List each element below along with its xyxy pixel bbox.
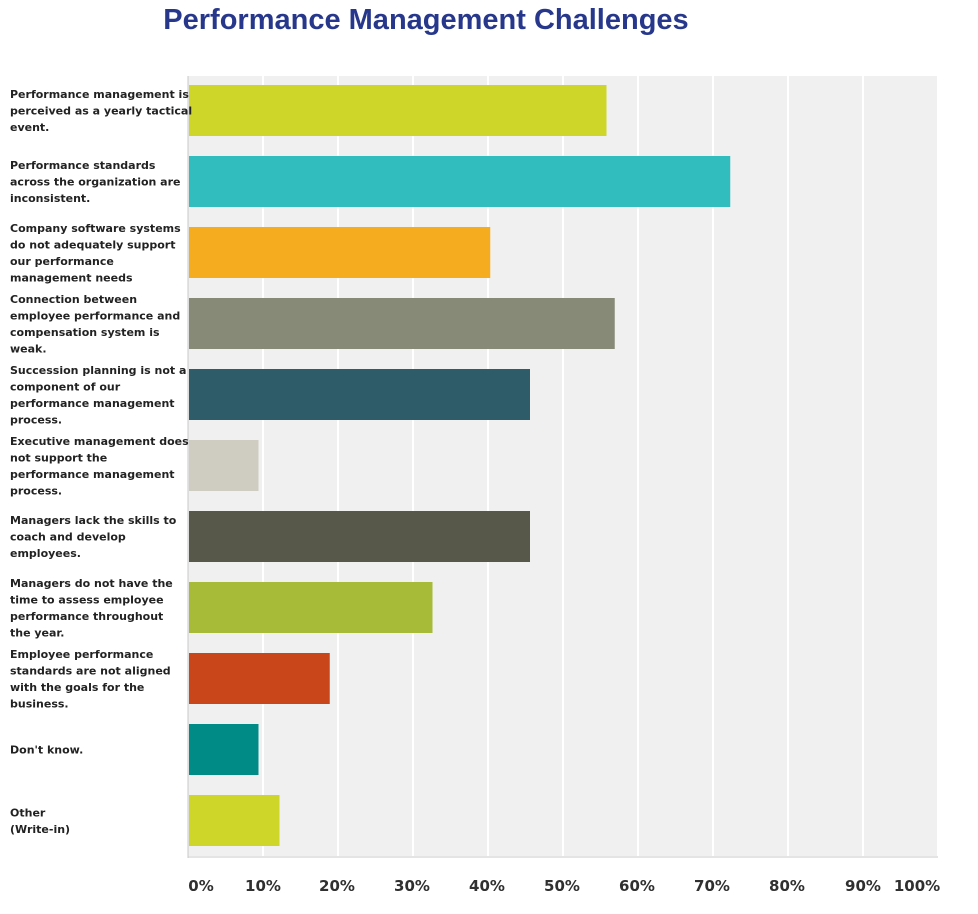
category-label: Performance standards across the organiza… bbox=[10, 159, 181, 205]
category-label-line: business. bbox=[10, 697, 69, 710]
category-label-line: performance throughout bbox=[10, 610, 163, 623]
bar bbox=[189, 582, 433, 633]
bars bbox=[189, 85, 731, 846]
category-label-line: Managers do not have the bbox=[10, 577, 173, 590]
category-label-line: with the goals for the bbox=[10, 681, 144, 694]
category-label: Company software systems do not adequatel… bbox=[10, 222, 181, 285]
x-tick-label: 0% bbox=[188, 877, 213, 895]
x-tick-label: 40% bbox=[469, 877, 505, 895]
x-tick-label: 50% bbox=[544, 877, 580, 895]
category-label-line: Performance standards bbox=[10, 159, 156, 172]
bar bbox=[189, 227, 491, 278]
category-label-line: time to assess employee bbox=[10, 593, 164, 606]
category-label: Other (Write-in) bbox=[10, 806, 70, 836]
bar bbox=[189, 156, 731, 207]
category-label-line: (Write-in) bbox=[10, 823, 70, 836]
category-label: Don't know. bbox=[10, 744, 83, 757]
category-label-line: weak. bbox=[10, 342, 47, 355]
category-labels: Performance management is perceived as a … bbox=[10, 88, 192, 836]
category-label-line: compensation system is bbox=[10, 326, 160, 339]
category-label-line: Other bbox=[10, 806, 46, 819]
category-label-line: component of our bbox=[10, 380, 121, 393]
category-label-line: do not adequately support bbox=[10, 238, 175, 251]
category-label-line: Succession planning is not a bbox=[10, 364, 186, 377]
x-tick-label: 60% bbox=[619, 877, 655, 895]
x-tick-label: 10% bbox=[245, 877, 281, 895]
category-label-line: Don't know. bbox=[10, 744, 83, 757]
category-label-line: event. bbox=[10, 121, 49, 134]
category-label-line: performance management bbox=[10, 397, 175, 410]
category-label: Connection between employee performance a… bbox=[10, 293, 180, 356]
category-label-line: standards are not aligned bbox=[10, 664, 171, 677]
category-label-line: Executive management does bbox=[10, 435, 189, 448]
category-label-line: Company software systems bbox=[10, 222, 181, 235]
category-label: Performance management is perceived as a … bbox=[10, 88, 192, 134]
category-label-line: management needs bbox=[10, 271, 133, 284]
bar bbox=[189, 653, 330, 704]
category-label-line: coach and develop bbox=[10, 531, 126, 544]
category-label-line: process. bbox=[10, 413, 62, 426]
category-label-line: Employee performance bbox=[10, 648, 153, 661]
category-label-line: inconsistent. bbox=[10, 192, 90, 205]
bar bbox=[189, 795, 280, 846]
x-tick-labels: 0% 10% 20% 30% 40% 50% 60% 70% 80% 90% 100% bbox=[188, 877, 940, 895]
chart-title: Performance Management Challenges bbox=[163, 4, 689, 36]
bar bbox=[189, 298, 615, 349]
category-label-line: perceived as a yearly tactical bbox=[10, 105, 192, 118]
category-label-line: performance management bbox=[10, 468, 175, 481]
category-label-line: our performance bbox=[10, 255, 114, 268]
x-tick-label: 80% bbox=[769, 877, 805, 895]
category-label: Executive management does not support the… bbox=[10, 435, 189, 498]
bar bbox=[189, 511, 530, 562]
category-label-line: across the organization are bbox=[10, 176, 181, 189]
category-label-line: Managers lack the skills to bbox=[10, 514, 177, 527]
bar bbox=[189, 724, 259, 775]
x-tick-label: 70% bbox=[694, 877, 730, 895]
category-label-line: employee performance and bbox=[10, 309, 180, 322]
bar bbox=[189, 85, 607, 136]
category-label-line: Performance management is bbox=[10, 88, 189, 101]
category-label: Managers lack the skills to coach and dev… bbox=[10, 514, 177, 560]
category-label: Employee performance standards are not al… bbox=[10, 648, 171, 711]
category-label-line: employees. bbox=[10, 547, 81, 560]
category-label-line: process. bbox=[10, 484, 62, 497]
x-tick-label: 100% bbox=[894, 877, 940, 895]
category-label: Succession planning is not a component of… bbox=[10, 364, 186, 427]
category-label-line: Connection between bbox=[10, 293, 137, 306]
category-label-line: not support the bbox=[10, 451, 107, 464]
bar bbox=[189, 369, 530, 420]
bar bbox=[189, 440, 259, 491]
category-label-line: the year. bbox=[10, 626, 64, 639]
x-tick-label: 90% bbox=[845, 877, 881, 895]
x-tick-label: 30% bbox=[394, 877, 430, 895]
category-label: Managers do not have the time to assess e… bbox=[10, 577, 173, 640]
x-tick-label: 20% bbox=[319, 877, 355, 895]
